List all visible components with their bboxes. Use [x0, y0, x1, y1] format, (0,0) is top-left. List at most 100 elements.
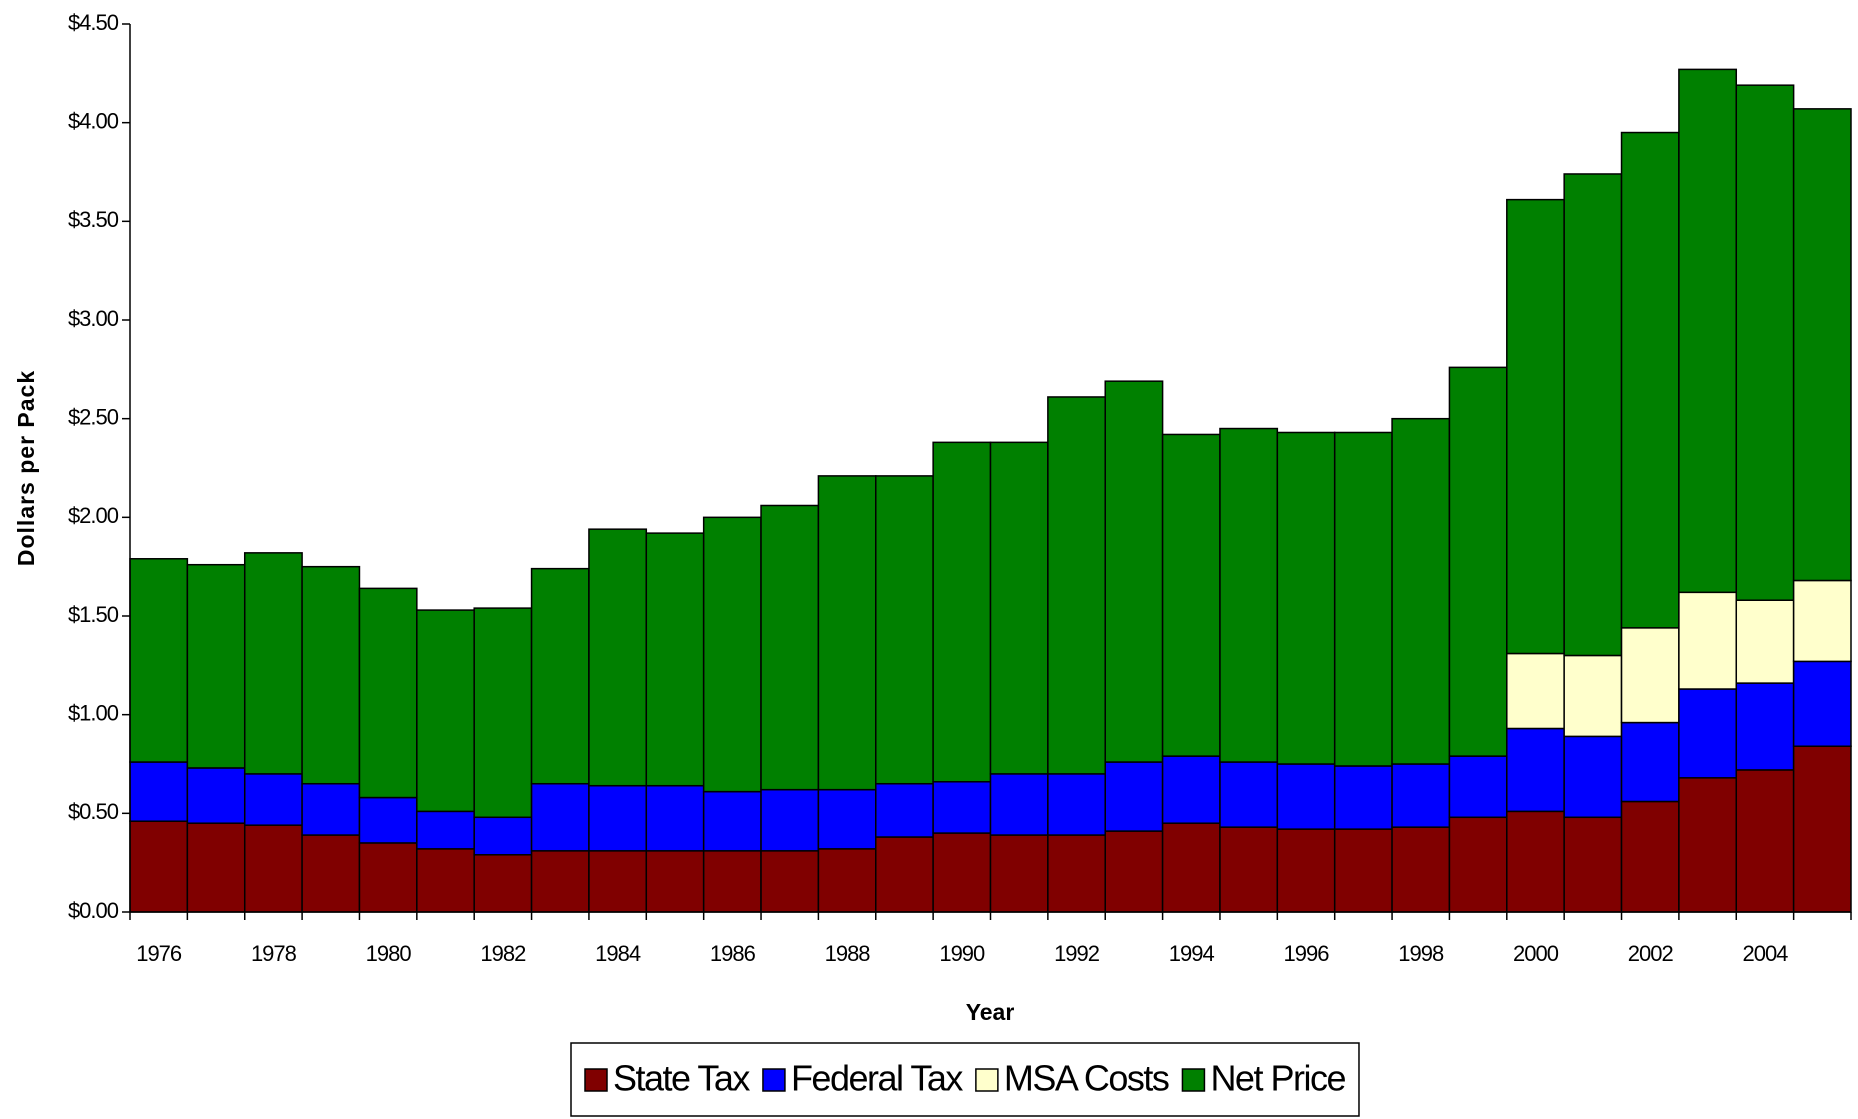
bar-segment — [1448, 755, 1508, 819]
y-tick-label: $2.00 — [68, 503, 119, 528]
bar-segment — [1620, 721, 1680, 803]
bar-segment — [1391, 763, 1451, 828]
bar-segment — [760, 850, 820, 913]
bar-segment — [989, 773, 1049, 836]
bar-segment — [645, 532, 705, 787]
bar-segment — [416, 848, 475, 913]
bar-segment — [1678, 688, 1738, 779]
bar-segment — [1104, 761, 1164, 832]
bar-segment — [1391, 417, 1451, 765]
bar-segment — [1792, 660, 1852, 747]
x-tick-label: 2002 — [1628, 941, 1674, 966]
bar-segment — [473, 854, 533, 913]
y-tick-label: $1.50 — [68, 602, 119, 627]
bar-segment — [186, 822, 246, 913]
bar-segment — [1506, 198, 1565, 655]
legend-label: State Tax — [613, 1058, 750, 1099]
bar-segment — [1333, 431, 1393, 767]
bar-segment — [530, 567, 590, 785]
x-axis-label: Year — [966, 999, 1015, 1025]
bar-segment — [645, 850, 705, 913]
x-tick-label: 1992 — [1054, 941, 1100, 966]
x-tick-label: 1998 — [1398, 941, 1444, 966]
x-tick-label: 2004 — [1742, 941, 1788, 966]
bar-segment — [588, 784, 648, 852]
bar-segment — [1276, 828, 1336, 913]
x-tick-label: 2000 — [1513, 941, 1559, 966]
legend-label: Federal Tax — [791, 1058, 963, 1099]
bar-segment — [1735, 599, 1795, 684]
y-tick-label: $3.50 — [68, 207, 119, 232]
bar-segment — [358, 842, 418, 913]
bar-segment — [1792, 108, 1852, 582]
x-tick-label: 1982 — [480, 941, 526, 966]
y-tick-label: $4.00 — [68, 108, 119, 133]
bar-segment — [875, 836, 934, 913]
bar-segment — [1276, 431, 1336, 765]
bar-segment — [1448, 816, 1508, 913]
legend-swatch — [1181, 1068, 1206, 1092]
bar-segment — [645, 784, 705, 852]
x-tick-label: 1994 — [1169, 941, 1215, 966]
bar-segment — [1678, 777, 1738, 913]
bar-segment — [243, 552, 303, 775]
bar-segment — [1047, 834, 1106, 913]
legend-swatch — [584, 1068, 608, 1092]
bar-segment — [817, 848, 877, 913]
bar-segment — [760, 504, 820, 791]
bar-segment — [1333, 828, 1393, 913]
bar-segment — [1792, 579, 1852, 663]
bar-segment — [416, 609, 475, 813]
bar-segment — [1047, 396, 1106, 775]
bar-segment — [129, 820, 189, 913]
y-tick-label: $0.50 — [68, 799, 119, 824]
y-tick-label: $4.50 — [68, 10, 119, 35]
bar-segment — [1391, 826, 1451, 913]
bar-segment — [875, 475, 934, 785]
bar-segment — [760, 788, 820, 852]
bar-segment — [588, 850, 648, 913]
bar-segment — [932, 832, 992, 913]
x-tick-label: 1986 — [710, 941, 756, 966]
bar-segment — [1161, 433, 1221, 757]
bar-segment — [530, 782, 590, 852]
bar-segment — [1506, 652, 1565, 730]
bar-segment — [530, 850, 590, 913]
legend-swatch — [762, 1068, 786, 1092]
bar-segment — [1104, 380, 1164, 763]
bar-segment — [1506, 727, 1565, 813]
bar-segment — [358, 587, 418, 799]
bar-segment — [702, 790, 762, 852]
legend-swatch — [975, 1068, 999, 1092]
bar-segment — [1161, 755, 1221, 824]
bar-segment — [358, 796, 418, 844]
bar-segment — [932, 781, 992, 834]
bar-segment — [1448, 366, 1508, 757]
bar-segment — [301, 834, 361, 913]
bar-segment — [1563, 816, 1623, 913]
x-tick-label: 1988 — [825, 941, 871, 966]
bar-segment — [1678, 68, 1738, 594]
bar-segment — [875, 782, 934, 838]
bar-segment — [1792, 745, 1852, 913]
bar-segment — [1104, 830, 1164, 913]
bar-segment — [1620, 800, 1680, 913]
bar-segment — [1563, 735, 1623, 819]
legend-label: MSA Costs — [1004, 1058, 1169, 1099]
bar-segment — [702, 850, 762, 913]
bar-segment — [817, 475, 877, 791]
bar-segment — [186, 563, 246, 769]
bar-segment — [1219, 826, 1279, 913]
bar-segment — [243, 824, 303, 913]
x-tick-label: 1976 — [136, 941, 182, 966]
bar-segment — [1563, 173, 1623, 657]
x-tick-label: 1990 — [939, 941, 985, 966]
y-axis-label: Dollars per Pack — [13, 370, 39, 566]
bar-segment — [817, 788, 877, 850]
x-tick-label: 1996 — [1284, 941, 1330, 966]
bar-segment — [301, 782, 361, 836]
bar-segment — [588, 528, 648, 787]
legend-label: Net Price — [1210, 1058, 1345, 1099]
bar-segment — [1735, 84, 1795, 601]
bar-segment — [129, 761, 189, 822]
